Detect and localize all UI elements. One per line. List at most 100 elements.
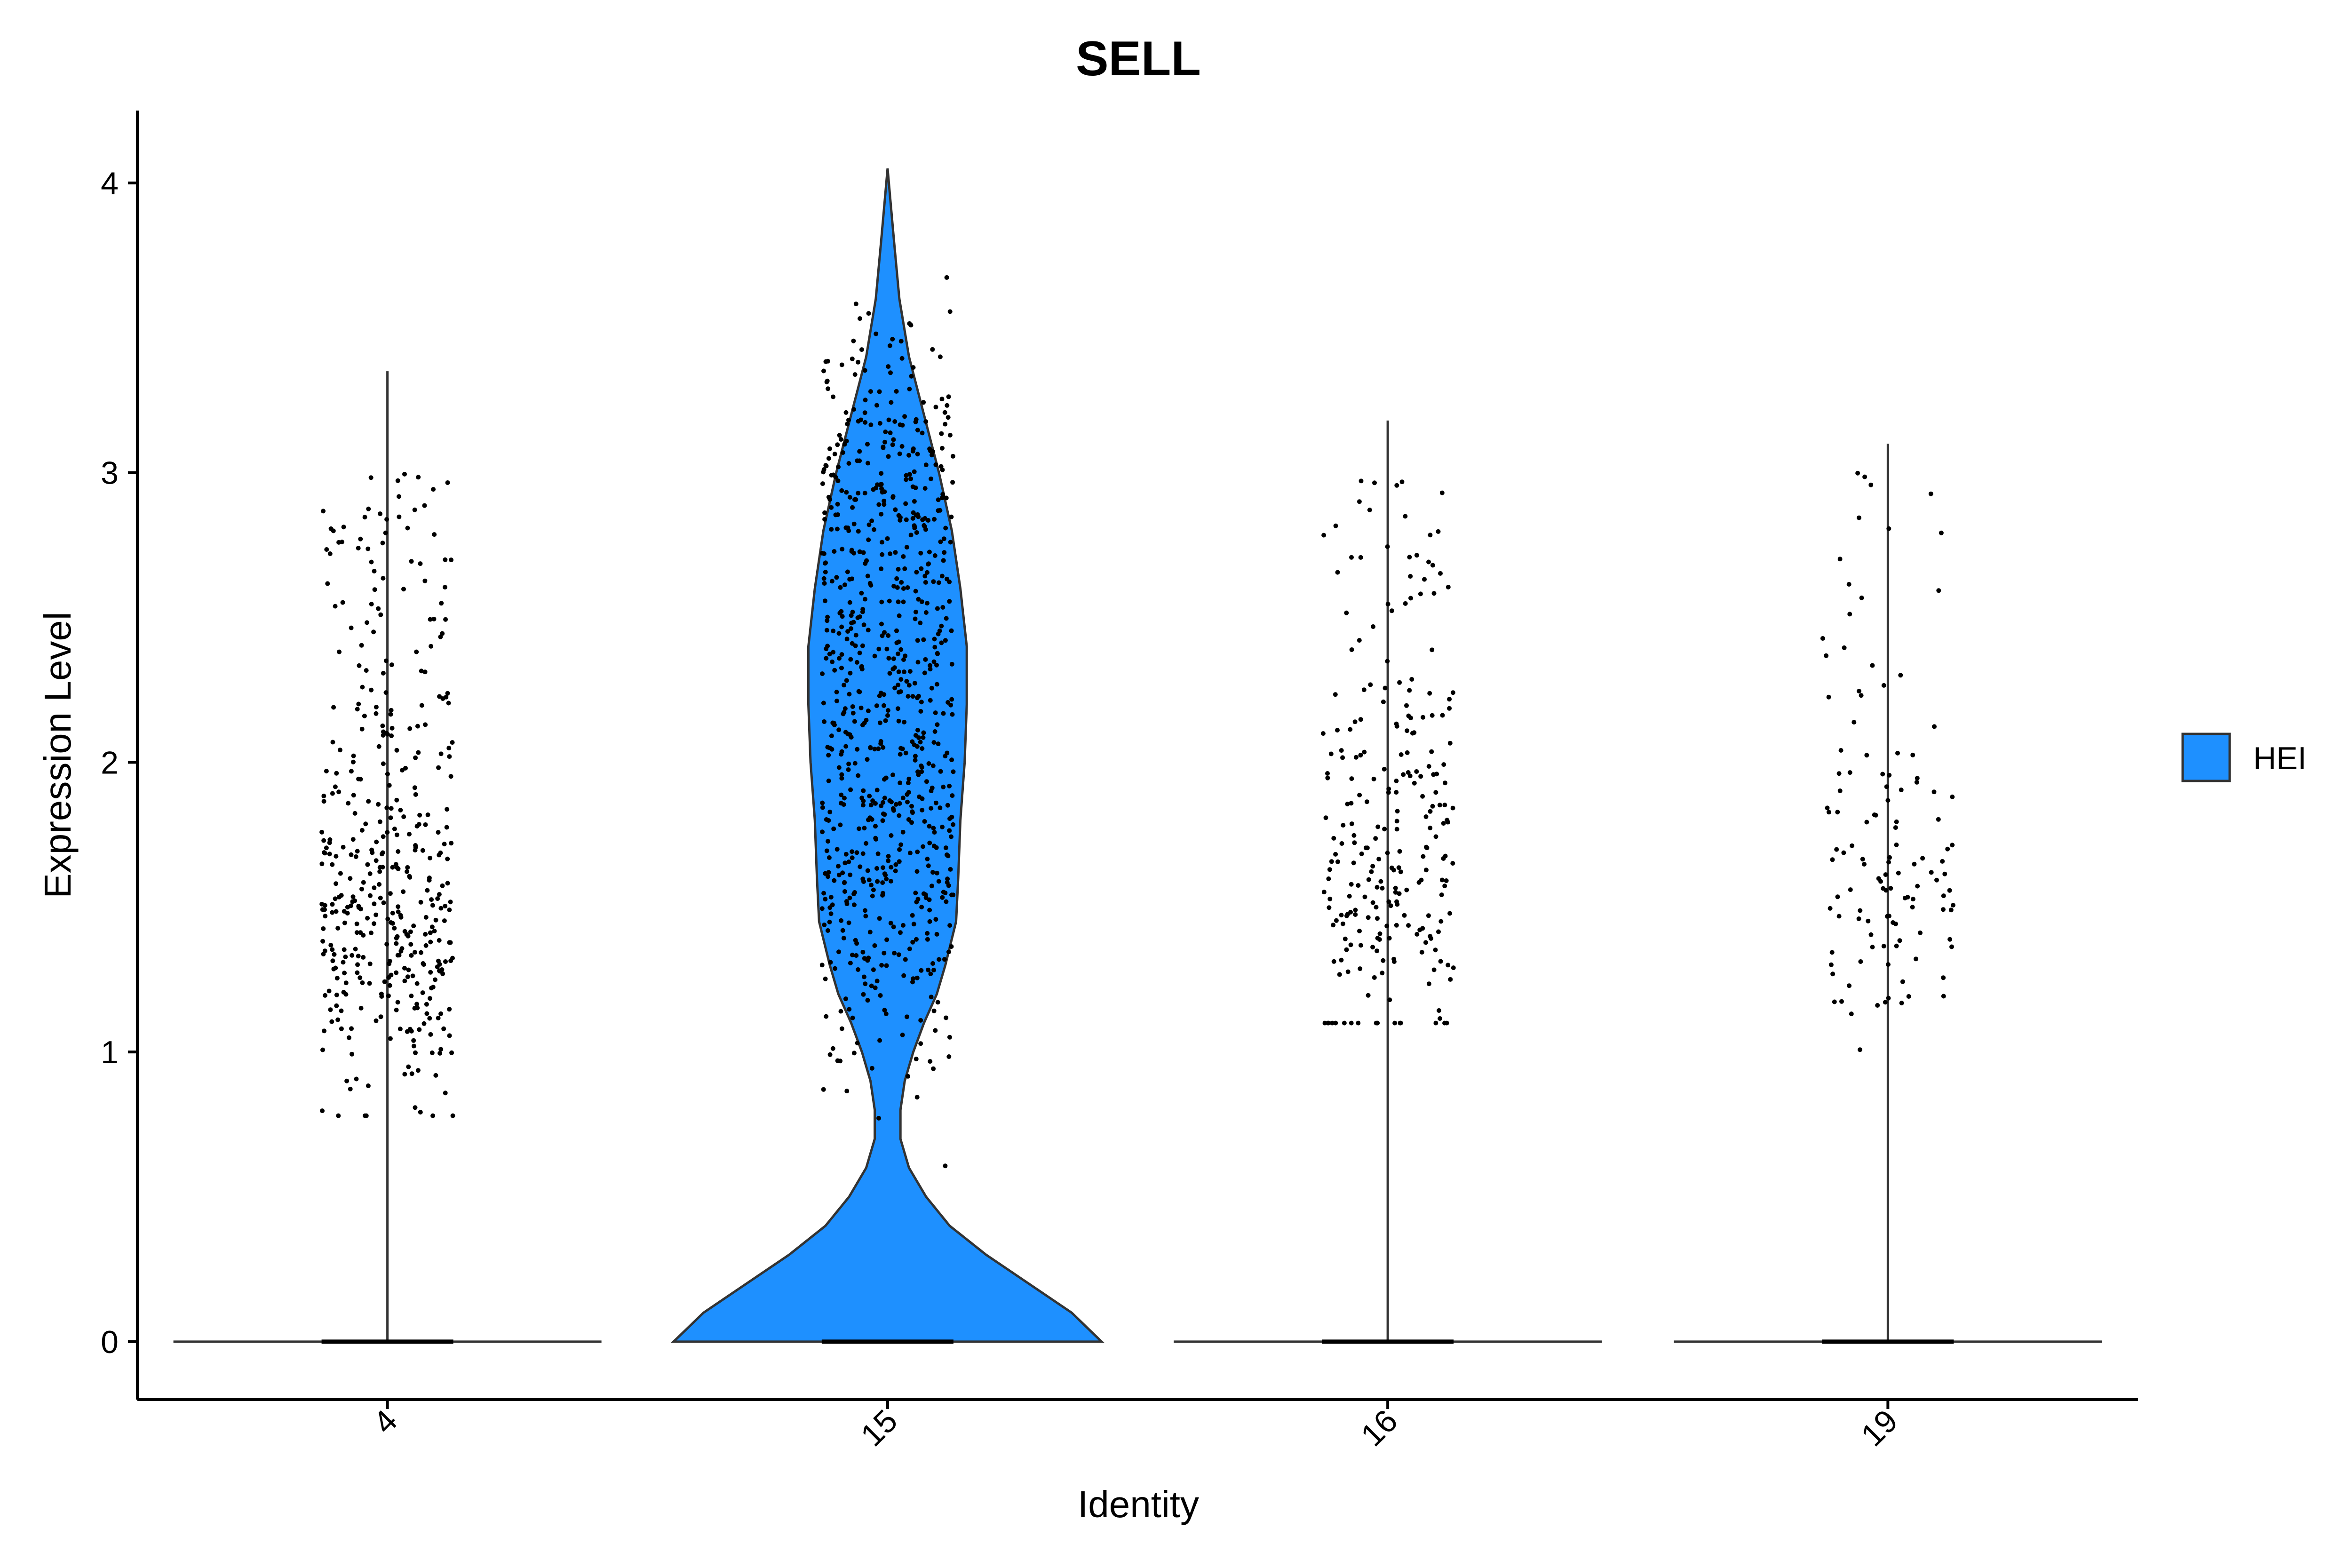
data-point bbox=[894, 628, 899, 633]
data-point bbox=[853, 938, 858, 943]
data-point bbox=[918, 621, 923, 626]
data-point bbox=[885, 536, 890, 541]
data-point bbox=[1327, 905, 1332, 910]
data-point bbox=[1398, 1020, 1403, 1026]
data-point bbox=[840, 928, 845, 933]
data-point bbox=[947, 828, 952, 833]
data-point bbox=[935, 1000, 940, 1005]
data-point bbox=[857, 689, 862, 694]
data-point bbox=[862, 720, 867, 725]
data-point bbox=[387, 783, 392, 788]
data-point bbox=[365, 862, 370, 867]
data-point bbox=[1356, 1020, 1361, 1026]
data-point bbox=[401, 587, 406, 592]
data-point bbox=[877, 1038, 882, 1043]
data-point bbox=[928, 698, 933, 703]
data-point bbox=[835, 512, 841, 517]
data-point bbox=[892, 419, 898, 424]
data-point bbox=[914, 899, 919, 905]
data-point bbox=[422, 669, 428, 675]
data-point bbox=[389, 733, 394, 738]
data-point bbox=[346, 801, 351, 806]
data-point bbox=[402, 471, 407, 477]
data-point bbox=[1394, 819, 1399, 824]
data-point bbox=[855, 615, 860, 620]
data-point bbox=[1426, 913, 1431, 918]
data-point bbox=[947, 1035, 952, 1040]
data-point bbox=[946, 949, 951, 955]
data-point bbox=[1339, 748, 1344, 753]
data-point bbox=[835, 526, 840, 532]
data-point bbox=[940, 446, 945, 451]
data-point bbox=[848, 961, 853, 966]
data-point bbox=[1444, 878, 1449, 883]
data-point bbox=[827, 1052, 833, 1057]
data-point bbox=[405, 865, 410, 870]
data-point bbox=[1385, 659, 1390, 664]
data-point bbox=[898, 647, 904, 652]
data-point bbox=[914, 869, 920, 874]
data-point bbox=[901, 586, 906, 591]
data-point bbox=[446, 746, 452, 751]
data-point bbox=[1347, 894, 1352, 899]
data-point bbox=[873, 985, 878, 990]
data-point bbox=[902, 414, 907, 419]
data-point bbox=[820, 481, 825, 486]
data-point bbox=[942, 410, 947, 415]
data-point bbox=[923, 462, 929, 468]
data-point bbox=[367, 871, 373, 876]
data-point bbox=[847, 692, 852, 697]
data-point bbox=[398, 948, 404, 954]
data-point bbox=[420, 848, 425, 853]
data-point bbox=[947, 433, 953, 438]
data-point bbox=[1375, 916, 1380, 921]
data-point bbox=[333, 896, 338, 901]
data-point bbox=[820, 805, 825, 810]
data-point bbox=[401, 814, 406, 819]
data-point bbox=[823, 897, 828, 902]
data-point bbox=[850, 505, 855, 510]
data-point bbox=[394, 797, 399, 803]
data-point bbox=[446, 700, 451, 706]
data-point bbox=[840, 614, 845, 619]
violin-15 bbox=[670, 168, 1105, 1343]
data-point bbox=[369, 602, 374, 607]
data-point bbox=[853, 497, 858, 502]
data-point bbox=[334, 1003, 339, 1008]
data-point bbox=[903, 501, 908, 506]
data-point bbox=[410, 973, 415, 979]
data-point bbox=[1888, 886, 1893, 891]
data-point bbox=[828, 895, 834, 900]
data-point bbox=[1950, 843, 1955, 848]
data-point bbox=[862, 974, 866, 979]
data-point bbox=[1359, 943, 1363, 948]
x-tick-label: 15 bbox=[854, 1403, 904, 1453]
data-point bbox=[907, 947, 912, 951]
data-point bbox=[374, 839, 379, 844]
data-point bbox=[381, 900, 386, 905]
data-point bbox=[1945, 846, 1950, 852]
data-point bbox=[910, 913, 915, 918]
data-point bbox=[889, 400, 894, 405]
data-point bbox=[860, 609, 865, 614]
data-point bbox=[943, 422, 948, 427]
data-point bbox=[377, 882, 382, 887]
data-point bbox=[893, 868, 898, 874]
data-point bbox=[1329, 1020, 1335, 1026]
data-point bbox=[330, 902, 335, 907]
data-point bbox=[378, 1014, 383, 1019]
data-point bbox=[354, 921, 359, 926]
data-point bbox=[1387, 997, 1392, 1003]
data-point bbox=[909, 820, 914, 825]
data-point bbox=[442, 918, 447, 923]
data-point bbox=[852, 719, 857, 724]
data-point bbox=[1838, 748, 1843, 753]
data-point bbox=[357, 663, 362, 668]
data-point bbox=[356, 701, 361, 707]
data-point bbox=[861, 622, 866, 628]
data-point bbox=[944, 852, 949, 857]
data-point bbox=[341, 990, 346, 995]
data-point bbox=[392, 926, 397, 931]
data-point bbox=[829, 747, 834, 752]
data-point bbox=[915, 660, 921, 665]
